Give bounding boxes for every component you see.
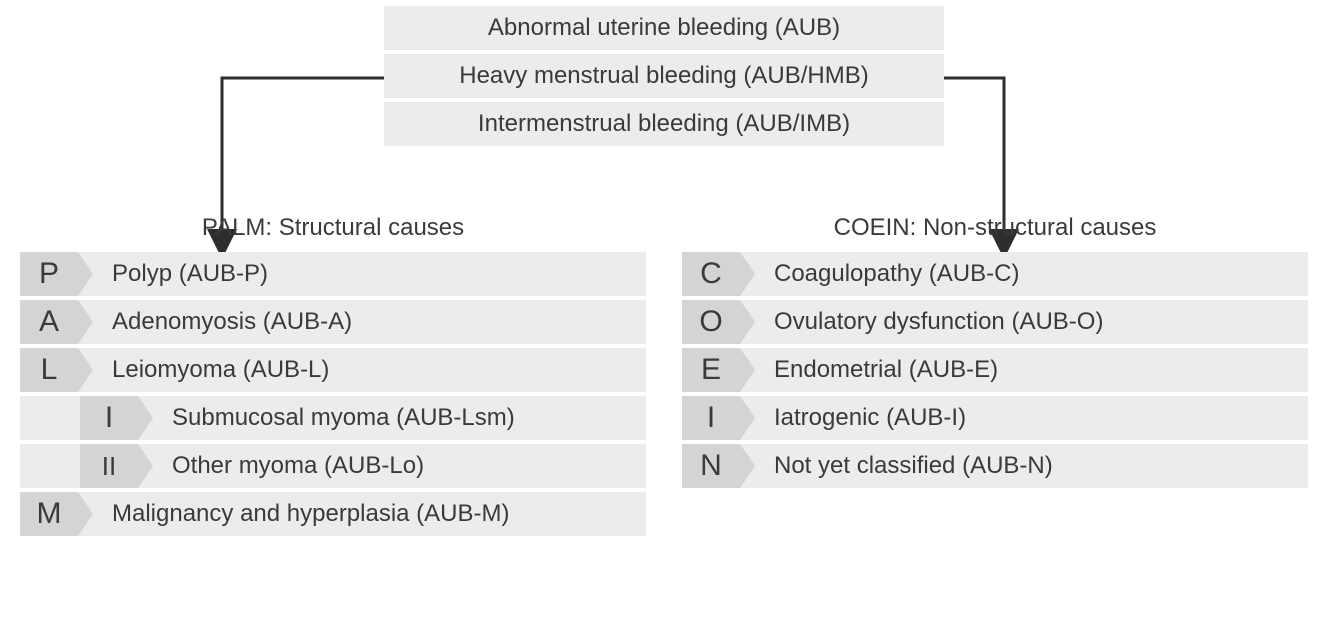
palm-tag-p: P [20,252,78,296]
coein-label-2: Endometrial (AUB-E) [740,348,1308,392]
coein-tag-c: C [682,252,740,296]
palm-row-4: IIOther myoma (AUB-Lo) [20,444,646,488]
palm-tag-ii: II [80,444,138,488]
coein-tag-o: O [682,300,740,344]
coein-tag-n: N [682,444,740,488]
palm-label-4: Other myoma (AUB-Lo) [138,444,646,488]
coein-tag-i: I [682,396,740,440]
palm-label-0: Polyp (AUB-P) [78,252,646,296]
palm-row-0: PPolyp (AUB-P) [20,252,646,296]
coein-items: CCoagulopathy (AUB-C)OOvulatory dysfunct… [682,252,1308,488]
palm-row-2: LLeiomyoma (AUB-L) [20,348,646,392]
palm-row-3: ISubmucosal myoma (AUB-Lsm) [20,396,646,440]
coein-column: COEIN: Non-structural causes CCoagulopat… [682,214,1308,492]
coein-row-4: NNot yet classified (AUB-N) [682,444,1308,488]
top-category-stack: Abnormal uterine bleeding (AUB) Heavy me… [384,6,944,150]
palm-title: PALM: Structural causes [20,214,646,242]
palm-tag-a: A [20,300,78,344]
palm-label-3: Submucosal myoma (AUB-Lsm) [138,396,646,440]
coein-title: COEIN: Non-structural causes [682,214,1308,242]
palm-column: PALM: Structural causes PPolyp (AUB-P)AA… [20,214,646,540]
palm-items: PPolyp (AUB-P)AAdenomyosis (AUB-A)LLeiom… [20,252,646,536]
palm-label-5: Malignancy and hyperplasia (AUB-M) [78,492,646,536]
coein-row-2: EEndometrial (AUB-E) [682,348,1308,392]
palm-label-2: Leiomyoma (AUB-L) [78,348,646,392]
palm-tag-m: M [20,492,78,536]
palm-tag-l: L [20,348,78,392]
coein-row-1: OOvulatory dysfunction (AUB-O) [682,300,1308,344]
coein-label-3: Iatrogenic (AUB-I) [740,396,1308,440]
palm-tag-i: I [80,396,138,440]
coein-row-0: CCoagulopathy (AUB-C) [682,252,1308,296]
palm-label-1: Adenomyosis (AUB-A) [78,300,646,344]
coein-row-3: IIatrogenic (AUB-I) [682,396,1308,440]
coein-label-4: Not yet classified (AUB-N) [740,444,1308,488]
coein-label-1: Ovulatory dysfunction (AUB-O) [740,300,1308,344]
top-row-imb: Intermenstrual bleeding (AUB/IMB) [384,102,944,146]
coein-label-0: Coagulopathy (AUB-C) [740,252,1308,296]
palm-row-5: MMalignancy and hyperplasia (AUB-M) [20,492,646,536]
coein-tag-e: E [682,348,740,392]
top-row-aub: Abnormal uterine bleeding (AUB) [384,6,944,50]
palm-row-1: AAdenomyosis (AUB-A) [20,300,646,344]
top-row-hmb: Heavy menstrual bleeding (AUB/HMB) [384,54,944,98]
